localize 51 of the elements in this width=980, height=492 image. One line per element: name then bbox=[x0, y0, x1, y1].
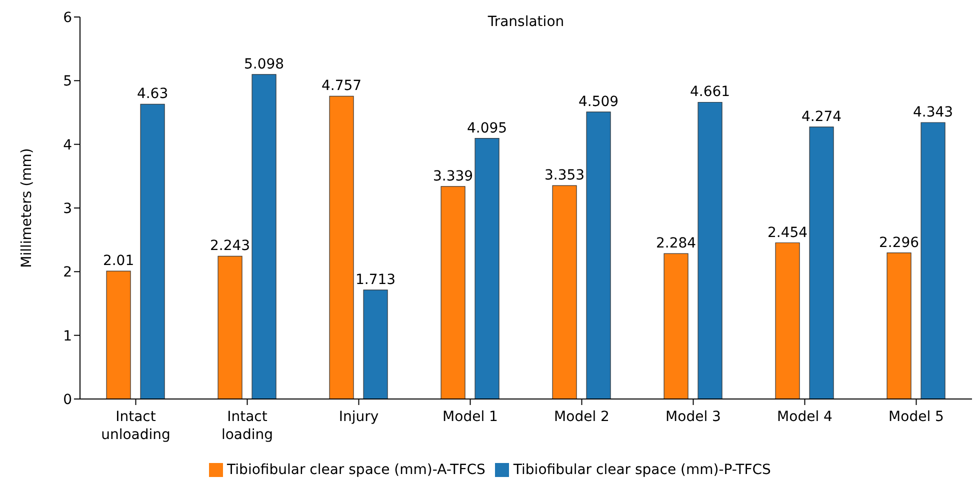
x-tick-label: Model 5 bbox=[888, 409, 944, 425]
bar bbox=[586, 112, 611, 399]
data-label: 4.095 bbox=[466, 120, 508, 136]
bar bbox=[329, 96, 354, 399]
bar bbox=[664, 253, 688, 399]
x-tick-label: Model 3 bbox=[666, 409, 721, 425]
x-tick-label: Model 4 bbox=[777, 409, 833, 425]
legend-label: Tibiofibular clear space (mm)-A-TFCS bbox=[227, 462, 486, 478]
bar bbox=[252, 74, 276, 399]
data-label: 4.661 bbox=[690, 84, 730, 100]
data-label: 1.713 bbox=[355, 272, 396, 288]
data-label: 4.757 bbox=[321, 78, 362, 94]
data-label: 4.509 bbox=[578, 94, 619, 110]
bar bbox=[775, 242, 800, 399]
bar bbox=[809, 126, 834, 399]
bar bbox=[474, 138, 500, 399]
bar bbox=[106, 270, 131, 399]
data-label: 2.284 bbox=[656, 236, 696, 252]
bar bbox=[140, 104, 165, 399]
y-tick-label: 6 bbox=[63, 10, 72, 26]
y-tick-label: 0 bbox=[63, 392, 72, 408]
bar bbox=[218, 256, 242, 399]
data-label: 5.098 bbox=[244, 56, 284, 72]
x-tick-label: Intact loading bbox=[221, 409, 274, 443]
x-tick-label: Model 1 bbox=[442, 409, 498, 425]
data-label: 4.343 bbox=[912, 104, 954, 120]
bar bbox=[363, 290, 388, 399]
y-tick-label: 5 bbox=[63, 74, 72, 90]
y-axis-title: Millimeters (mm) bbox=[18, 148, 35, 268]
y-tick-label: 2 bbox=[63, 264, 72, 281]
bar bbox=[920, 122, 946, 399]
bar bbox=[552, 185, 577, 399]
data-label: 3.339 bbox=[432, 168, 474, 184]
data-label: 3.353 bbox=[544, 168, 585, 184]
data-label: 2.01 bbox=[102, 253, 134, 270]
data-label: 4.274 bbox=[801, 108, 842, 125]
legend-label: Tibiofibular clear space (mm)-P-TFCS bbox=[513, 462, 771, 478]
y-tick-label: 1 bbox=[63, 328, 72, 344]
y-tick-label: 4 bbox=[63, 137, 72, 154]
chart-title: Translation bbox=[486, 14, 566, 30]
x-tick-label: Injury bbox=[338, 409, 379, 425]
data-label: 4.63 bbox=[136, 86, 168, 102]
bar bbox=[440, 186, 466, 399]
x-tick-label: Model 2 bbox=[554, 409, 610, 425]
x-tick-label: Intact unloading bbox=[101, 409, 170, 443]
bar bbox=[698, 102, 722, 399]
data-label: 2.243 bbox=[210, 238, 250, 254]
data-label: 2.454 bbox=[767, 224, 808, 241]
data-label: 2.296 bbox=[878, 234, 920, 251]
bar bbox=[886, 252, 912, 399]
y-tick-label: 3 bbox=[63, 200, 72, 217]
